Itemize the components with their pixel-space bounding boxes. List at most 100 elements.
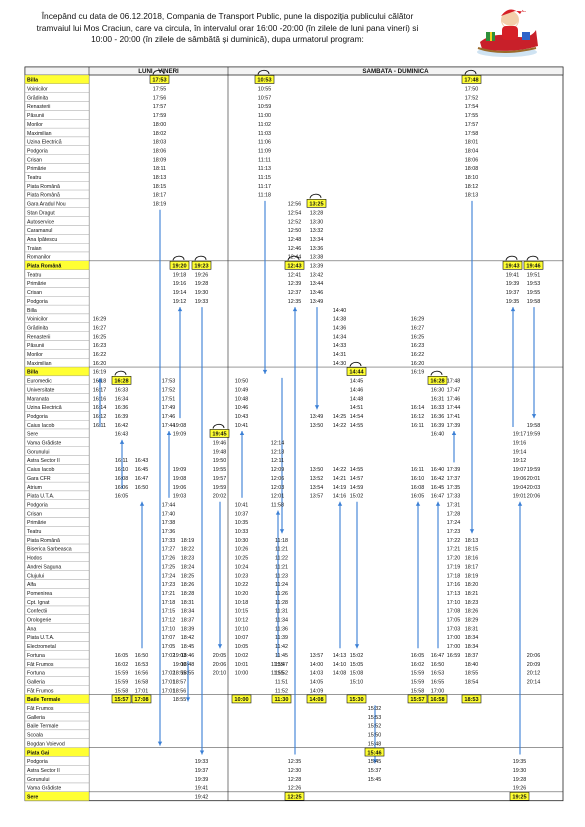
departure-time: 14:33	[333, 343, 347, 349]
departure-time: 10:15	[235, 609, 249, 615]
departure-time: 10:41	[235, 502, 249, 508]
arrow-down-icon	[279, 529, 285, 534]
departure-time: 17:15	[162, 609, 176, 615]
departure-time: 20:12	[527, 671, 541, 677]
departure-time: 14:54	[350, 414, 364, 420]
stop-name: Renasterii	[27, 334, 50, 340]
arrow-up-icon	[177, 307, 183, 312]
departure-time: 13:39	[310, 264, 324, 270]
stop-name: Ana Ipătescu	[27, 237, 57, 243]
departure-time: 20:01	[527, 476, 541, 482]
departure-time: 16:06	[115, 485, 129, 491]
departure-time: 19:06	[513, 476, 527, 482]
stop-name: Uzina Electrică	[27, 140, 62, 146]
departure-time: 16:53	[135, 662, 149, 668]
departure-time: 16:25	[411, 334, 425, 340]
terminal-departure-time: 19:20	[172, 264, 186, 270]
departure-time: 16:05	[115, 653, 129, 659]
stop-name: Crisan	[27, 290, 42, 296]
terminal-departure-time: 12:25	[287, 795, 301, 801]
announcement-line: tramvaiul lui Mos Craciun, care va circu…	[36, 22, 419, 33]
stop-name: Făt Frumos	[27, 662, 54, 668]
terminal-time-box	[461, 694, 482, 704]
departure-time: 18:55	[173, 671, 187, 677]
departure-time: 10:00	[235, 671, 249, 677]
departure-time: 12:11	[271, 458, 284, 464]
loop-arrow-icon	[172, 255, 185, 261]
departure-time: 16:18	[93, 379, 107, 385]
departure-time: 18:56	[173, 688, 187, 694]
terminal-departure-time: 11:30	[275, 697, 289, 703]
departure-time: 14:55	[350, 423, 364, 429]
departure-time: 12:52	[288, 219, 302, 225]
departure-time: 10:25	[235, 556, 249, 562]
departure-time: 20:06	[527, 494, 541, 500]
departure-time: 18:22	[181, 547, 195, 553]
departure-time: 18:55	[181, 671, 195, 677]
terminal-departure-time: 19:43	[505, 264, 519, 270]
departure-time: 16:58	[135, 679, 149, 685]
departure-time: 19:55	[527, 290, 541, 296]
departure-time: 18:17	[465, 564, 479, 570]
departure-time: 16:45	[135, 467, 149, 473]
stop-name: Traian	[27, 246, 42, 252]
departure-time: 16:19	[93, 370, 107, 376]
departure-time: 10:20	[235, 591, 249, 597]
departure-time: 10:12	[235, 618, 249, 624]
stop-name: Maximilian	[27, 361, 52, 367]
stop-name: Podgoria	[27, 759, 48, 765]
departure-time: 19:57	[213, 476, 227, 482]
terminal-departure-time: 17:53	[152, 78, 166, 84]
terminal-time-box	[149, 75, 170, 84]
departure-time: 15:45	[368, 777, 382, 783]
terminal-departure-time: 10:00	[234, 697, 248, 703]
departure-time: 10:24	[235, 564, 249, 570]
stop-name: Gara Aradul Nou	[27, 202, 66, 208]
departure-time: 14:36	[333, 325, 347, 331]
stop-name: Crisan	[27, 511, 42, 517]
departure-time: 16:11	[411, 423, 424, 429]
stop-name: Caramanul	[27, 228, 52, 234]
stop-name: Primărie	[27, 520, 46, 526]
departure-time: 18:06	[465, 157, 479, 163]
table-frame	[24, 66, 564, 802]
departure-time: 19:18	[173, 272, 187, 278]
departure-time: 10:26	[235, 547, 249, 553]
stop-name: Făt Frumos	[27, 688, 54, 694]
departure-time: 11:51	[275, 679, 288, 685]
departure-time: 19:12	[513, 458, 527, 464]
departure-time: 16:43	[115, 432, 129, 438]
departure-time: 17:20	[447, 556, 461, 562]
stop-name: Crisan	[27, 157, 42, 163]
stop-name: Piata Română	[27, 538, 60, 544]
terminal-time-box	[461, 75, 482, 84]
departure-time: 15:32	[368, 706, 382, 712]
departure-time: 19:33	[195, 759, 209, 765]
departure-time: 11:34	[275, 618, 288, 624]
arrow-down-icon	[262, 369, 268, 374]
terminal-departure-time: 15:57	[410, 697, 424, 703]
departure-time: 18:13	[465, 193, 479, 199]
departure-time: 17:57	[465, 122, 479, 128]
departure-time: 17:58	[465, 131, 479, 137]
departure-time: 10:48	[235, 396, 249, 402]
terminal-time-box	[284, 791, 305, 801]
departure-time: 14:45	[350, 379, 364, 385]
departure-time: 16:47	[135, 476, 149, 482]
departure-time: 12:30	[288, 768, 302, 774]
departure-time: 16:31	[431, 396, 445, 402]
departure-time: 20:14	[527, 679, 541, 685]
departure-time: 17:50	[465, 87, 479, 93]
arrow-up-icon	[166, 431, 172, 435]
departure-time: 19:03	[173, 653, 187, 659]
departure-time: 10:10	[235, 626, 249, 632]
departure-time: 18:34	[465, 635, 479, 641]
departure-time: 18:31	[181, 600, 195, 606]
departure-time: 17:02	[162, 671, 176, 677]
departure-time: 11:03	[258, 131, 271, 137]
departure-time: 15:59	[115, 679, 129, 685]
departure-time: 18:34	[465, 644, 479, 650]
terminal-time-box	[111, 694, 132, 704]
departure-time: 14:21	[333, 476, 347, 482]
departure-time: 12:06	[271, 476, 285, 482]
